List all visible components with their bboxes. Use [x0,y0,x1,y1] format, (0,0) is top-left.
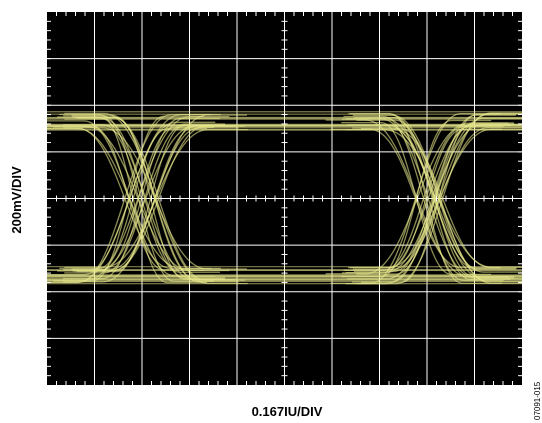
grid-ticks [47,12,522,385]
eye-traces [47,111,522,285]
eye-transition-falling [356,129,522,268]
eye-transition-falling [348,113,522,284]
eye-transition-falling [345,118,522,279]
x-axis-label: 0.167IU/DIV [252,404,323,419]
eye-transition-falling [71,114,239,283]
figure-code: 07091-015 [533,381,542,420]
eye-transition-falling [341,118,515,279]
y-axis-label: 200mV/DIV [9,166,24,234]
eye-transition-falling [330,128,501,269]
eye-transition-falling [62,124,220,273]
eye-transition-falling [350,113,503,284]
eye-transition-falling [59,113,208,284]
eye-transition-falling [356,119,514,278]
eye-transition-falling [360,127,517,270]
eye-transition-falling [57,116,235,281]
eye-transition-falling [47,127,212,270]
eye-transition-falling [63,115,214,282]
eye-transition-falling [343,115,504,282]
eye-transition-falling [64,112,248,285]
